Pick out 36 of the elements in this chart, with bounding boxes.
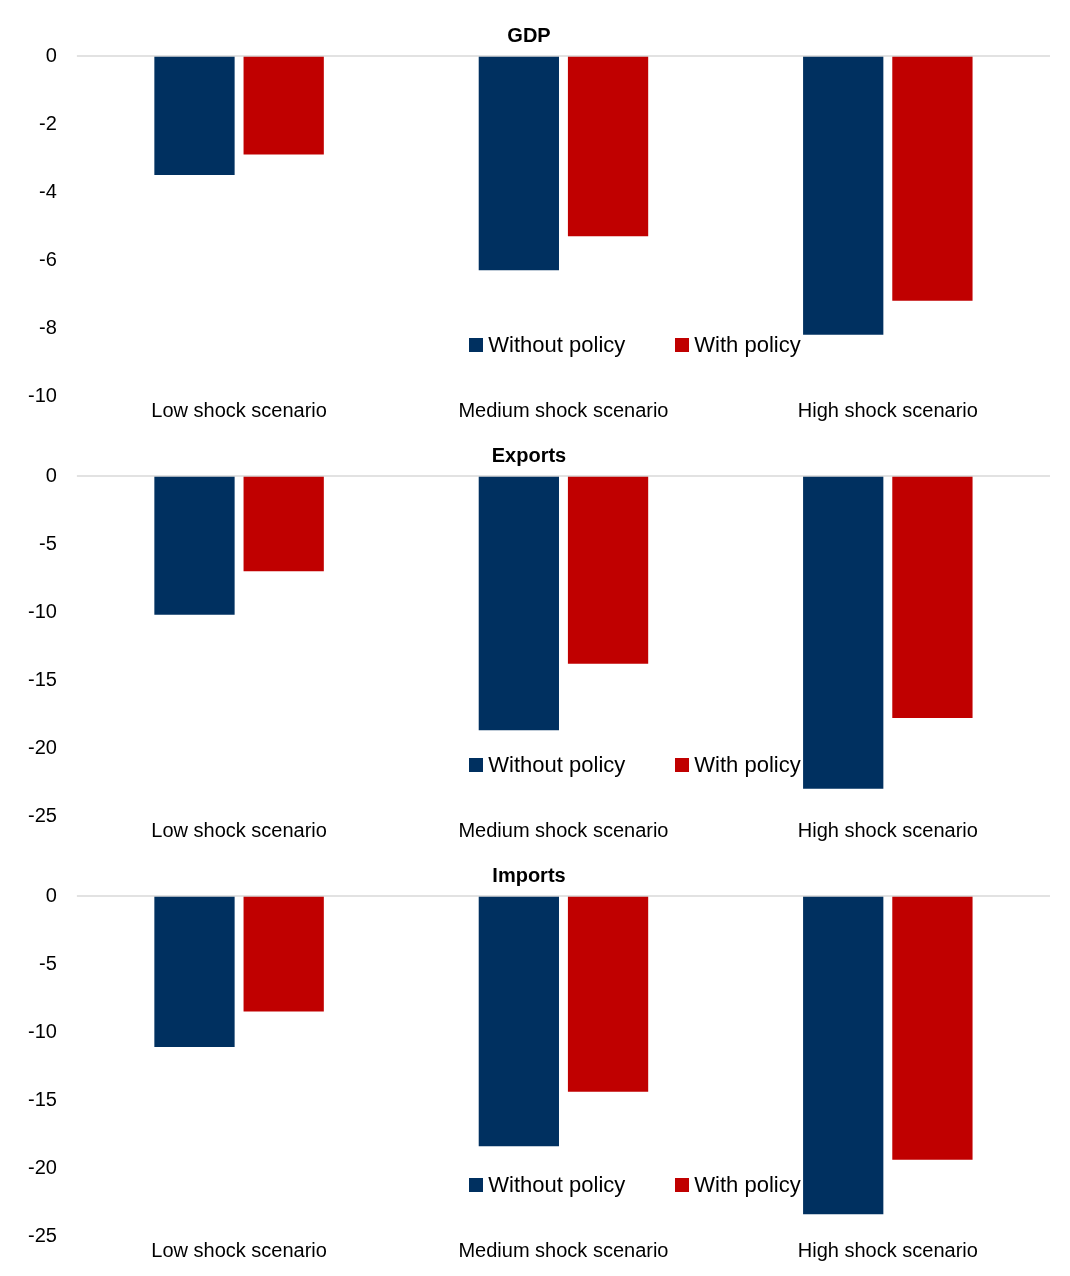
x-tick-label: Medium shock scenario — [458, 818, 669, 841]
legend-label: With policy — [694, 752, 801, 778]
y-tick-label: 0 — [45, 463, 57, 486]
y-tick-label: -10 — [28, 1019, 57, 1042]
y-tick-label: -5 — [39, 951, 57, 974]
y-tick-label: -2 — [39, 111, 57, 134]
x-tick-label: High shock scenario — [797, 1238, 978, 1261]
y-tick-label: -4 — [39, 179, 57, 202]
y-tick-label: -20 — [28, 735, 57, 758]
x-tick-label: Medium shock scenario — [458, 1238, 669, 1261]
y-tick-label: 0 — [45, 883, 57, 906]
y-tick-label: -10 — [28, 383, 57, 406]
x-tick-label: Low shock scenario — [151, 398, 327, 421]
legend-label: With policy — [694, 332, 801, 358]
x-tick-label: Low shock scenario — [151, 1238, 327, 1261]
chart-title: Imports — [492, 863, 566, 886]
chart-title: GDP — [507, 23, 551, 46]
y-tick-label: -20 — [28, 1155, 57, 1178]
legend-label: Without policy — [488, 1172, 626, 1198]
y-tick-label: -15 — [28, 667, 57, 690]
legend-label: Without policy — [488, 332, 626, 358]
y-tick-label: -25 — [28, 1223, 57, 1246]
x-tick-label: Low shock scenario — [151, 818, 327, 841]
y-tick-label: 0 — [45, 43, 57, 66]
y-tick-label: -10 — [28, 599, 57, 622]
y-tick-label: -25 — [28, 803, 57, 826]
legend-label: Without policy — [488, 752, 626, 778]
x-tick-label: High shock scenario — [797, 818, 978, 841]
y-tick-label: -15 — [28, 1087, 57, 1110]
legend-label: With policy — [694, 1172, 801, 1198]
x-tick-label: High shock scenario — [797, 398, 978, 421]
y-tick-label: -5 — [39, 531, 57, 554]
x-tick-label: Medium shock scenario — [458, 398, 669, 421]
y-tick-label: -6 — [39, 247, 57, 270]
chart-title: Exports — [491, 443, 567, 466]
y-tick-label: -8 — [39, 315, 57, 338]
